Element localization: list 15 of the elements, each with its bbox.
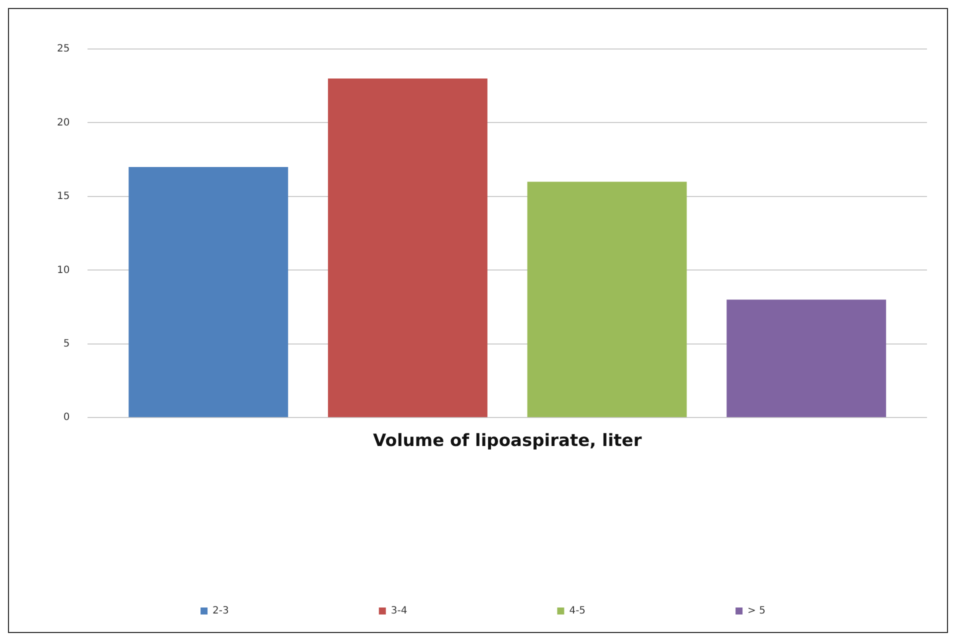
x-axis-title: Volume of lipoaspirate, liter (373, 431, 642, 452)
bar (726, 300, 886, 418)
y-tick-label: 25 (56, 44, 70, 55)
legend-label: 2-3 (212, 606, 229, 617)
bar (128, 166, 288, 418)
y-tick-label: 20 (56, 117, 70, 128)
legend-label: > 5 (748, 606, 766, 617)
legend-label: 3-4 (390, 606, 408, 617)
bar (328, 78, 488, 418)
y-tick-label: 15 (56, 191, 70, 202)
y-tick-label: 5 (63, 338, 70, 350)
y-tick-label: 10 (56, 264, 70, 276)
legend-label: 4-5 (569, 606, 586, 617)
bar (527, 182, 687, 418)
y-tick-label: 0 (63, 412, 70, 424)
